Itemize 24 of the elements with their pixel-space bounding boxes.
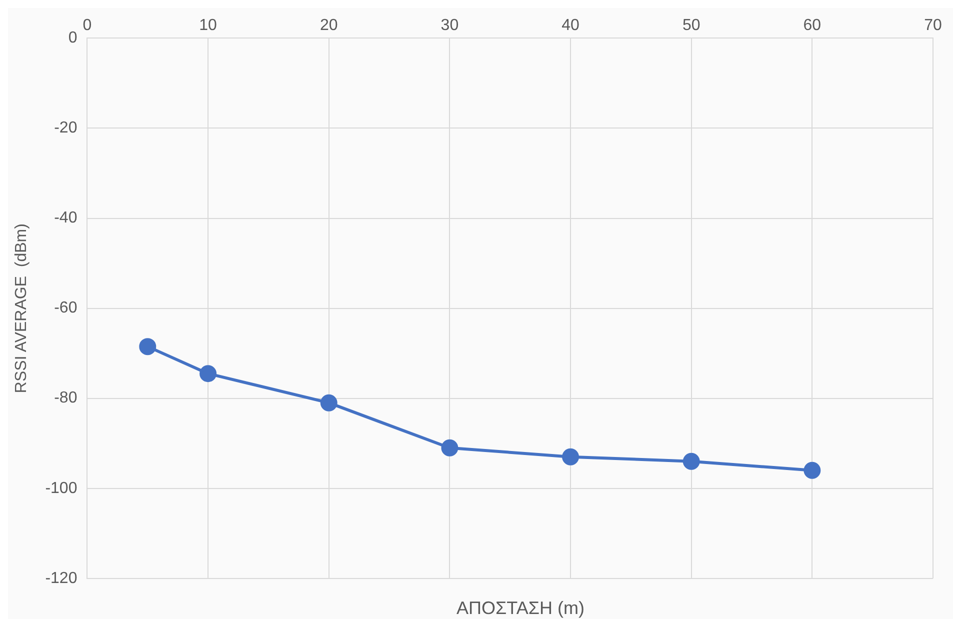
point [682,452,700,470]
y-tick-label: -20 [54,120,78,137]
x-tick-label: 10 [199,17,218,34]
point [320,394,338,412]
x-tick-label: 30 [440,17,459,34]
x-tick-label: 40 [562,17,580,34]
y-tick-label: -100 [45,480,78,497]
point [200,365,217,382]
point [139,338,156,356]
x-axis-title: ΑΠΟΣΤΑΣΗ (m) [456,598,586,619]
y-tick-label: -80 [54,390,78,407]
x-tick-label: 60 [803,17,822,34]
x-tick-label: 70 [924,17,942,34]
x-tick-label: 0 [82,17,92,34]
point [804,462,821,479]
y-tick-label: -40 [54,210,78,227]
point [441,439,458,456]
y-tick-label: -60 [54,300,78,317]
x-tick-label: 50 [682,17,700,34]
y-axis-title: RSSI AVERAGE (dBm) [13,224,30,394]
x-tick-label: 20 [320,17,338,34]
point [562,448,580,466]
y-tick-label: -120 [45,570,78,587]
y-tick-label: 0 [68,30,78,47]
